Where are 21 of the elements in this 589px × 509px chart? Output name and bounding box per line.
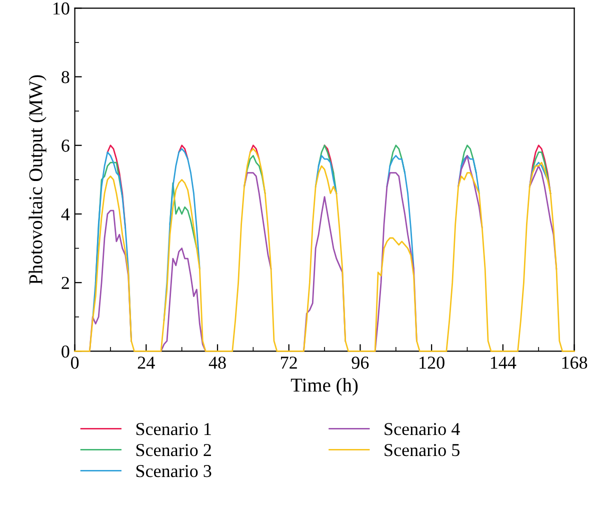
y-tick-label: 2 [62,276,69,289]
y-tick-label: 8 [62,71,70,84]
x-tick-label: 24 [138,356,155,369]
y-tick-label: 6 [62,140,70,152]
y-tick-label: 0 [62,345,70,358]
y-tick-label: 10 [53,2,70,15]
legend-label: Scenario 1 [136,423,211,436]
x-tick-label: 144 [490,356,516,369]
x-tick-label: 48 [208,356,226,369]
x-tick-label: 0 [70,356,79,369]
x-tick-label: 168 [562,356,588,369]
legend-label: Scenario 4 [384,423,460,436]
legend-label: Scenario 3 [136,465,212,478]
y-axis-title: Photovoltaic Output (MW) [28,75,46,284]
x-tick-label: 72 [281,356,297,369]
y-tick-label: 4 [61,208,70,220]
x-tick-label: 96 [352,356,369,369]
legend-label: Scenario 2 [136,444,211,456]
x-axis-title: Time (h) [290,378,358,396]
legend-label: Scenario 5 [384,444,460,456]
x-tick-label: 120 [420,356,444,369]
